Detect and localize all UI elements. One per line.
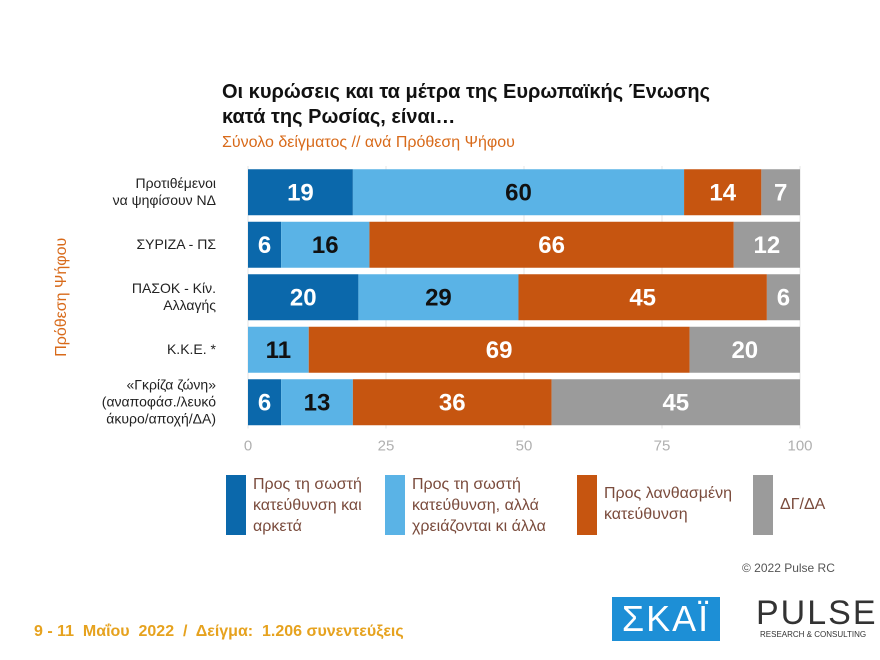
bar-segment xyxy=(689,326,800,373)
value-label: 14 xyxy=(709,180,736,207)
bar-segment xyxy=(281,379,353,426)
legend-label: ΔΓ/ΔΑ xyxy=(780,496,826,513)
legend-swatch xyxy=(753,475,773,535)
value-label: 20 xyxy=(731,337,758,364)
chart-subtitle: Σύνολο δείγματος // ανά Πρόθεση Ψήφου xyxy=(222,134,515,151)
value-label: 13 xyxy=(304,390,331,417)
category-label-line: (αναποφάσ./λευκό xyxy=(102,393,216,409)
pulse-logo-sub: RESEARCH & CONSULTING xyxy=(760,630,867,639)
legend-label: Προς τη σωστή κατεύθυνση, αλλά χρειάζοντ… xyxy=(412,476,546,535)
value-label: 29 xyxy=(425,285,452,312)
bar-segment xyxy=(766,274,800,321)
category-label-line: «Γκρίζα ζώνη» xyxy=(126,376,216,392)
y-axis-label: Πρόθεση Ψήφου xyxy=(53,238,70,357)
category-label-line: να ψηφίσουν ΝΔ xyxy=(113,191,216,207)
bar-segment xyxy=(684,169,762,216)
category-label: Κ.Κ.Ε. * xyxy=(167,340,217,356)
value-label: 11 xyxy=(266,337,291,364)
legend-label: Προς τη σωστή κατεύθυνση και αρκετά xyxy=(253,476,362,535)
value-label: 60 xyxy=(505,180,532,207)
bar-segment xyxy=(352,379,552,426)
category-label: ΠΑΣΟΚ - Κίν. Αλλαγής xyxy=(132,279,216,312)
copyright: © 2022 Pulse RC xyxy=(742,561,835,575)
bar-segment xyxy=(248,221,282,268)
legend-swatch xyxy=(577,475,597,535)
category-label-line: Κ.Κ.Ε. * xyxy=(167,340,217,356)
value-label: 45 xyxy=(662,390,689,417)
footer: 9 - 11 Μαΐου 2022 / Δείγμα: 1.206 συνεντ… xyxy=(34,623,404,640)
bar-segment xyxy=(352,169,685,216)
value-label: 7 xyxy=(774,180,787,207)
value-label: 12 xyxy=(754,232,781,259)
skai-logo: ΣΚΑΪ xyxy=(612,597,720,641)
value-label: 6 xyxy=(258,390,271,417)
category-label-line: Προτιθέμενοι xyxy=(135,174,216,190)
value-label: 16 xyxy=(312,232,339,259)
bar-segment xyxy=(308,326,690,373)
value-label: 45 xyxy=(629,285,656,312)
bar-segment xyxy=(281,221,370,268)
legend-swatch xyxy=(385,475,405,535)
x-tick-label: 50 xyxy=(516,437,533,454)
legend-swatch xyxy=(226,475,246,535)
value-label: 36 xyxy=(439,390,466,417)
pulse-logo: PULSE xyxy=(756,594,878,632)
value-label: 6 xyxy=(777,285,790,312)
x-tick-label: 25 xyxy=(378,437,395,454)
chart-title: Οι κυρώσεις και τα μέτρα της Ευρωπαϊκής … xyxy=(222,81,711,128)
bar-segment xyxy=(358,274,519,321)
bar-segment xyxy=(369,221,734,268)
category-label-line: ΠΑΣΟΚ - Κίν. xyxy=(132,279,216,295)
bar-segment xyxy=(518,274,767,321)
bar-segment xyxy=(733,221,800,268)
value-label: 69 xyxy=(486,337,513,364)
bar-segment xyxy=(248,326,309,373)
x-tick-label: 0 xyxy=(244,437,252,454)
value-label: 6 xyxy=(258,232,271,259)
legend-label: Προς λανθασμένη κατεύθυνση xyxy=(604,485,732,523)
category-label-line: άκυρο/αποχή/ΔΑ) xyxy=(106,410,216,426)
bar-segment xyxy=(248,274,359,321)
value-label: 66 xyxy=(538,232,565,259)
bar-segment xyxy=(248,169,353,216)
category-label: Προτιθέμενοι να ψηφίσουν ΝΔ xyxy=(113,174,216,207)
category-label-line: Αλλαγής xyxy=(163,296,216,312)
bar-segment xyxy=(248,379,282,426)
category-label-line: ΣΥΡΙΖΑ - ΠΣ xyxy=(136,235,216,251)
category-label: ΣΥΡΙΖΑ - ΠΣ xyxy=(136,235,216,251)
value-label: 19 xyxy=(287,180,314,207)
x-tick-label: 100 xyxy=(787,437,812,454)
bar-segment xyxy=(551,379,800,426)
category-label: «Γκρίζα ζώνη» (αναποφάσ./λευκό άκυρο/αποχή… xyxy=(102,376,216,426)
x-tick-label: 75 xyxy=(654,437,671,454)
value-label: 20 xyxy=(290,285,317,312)
bar-segment xyxy=(761,169,800,216)
